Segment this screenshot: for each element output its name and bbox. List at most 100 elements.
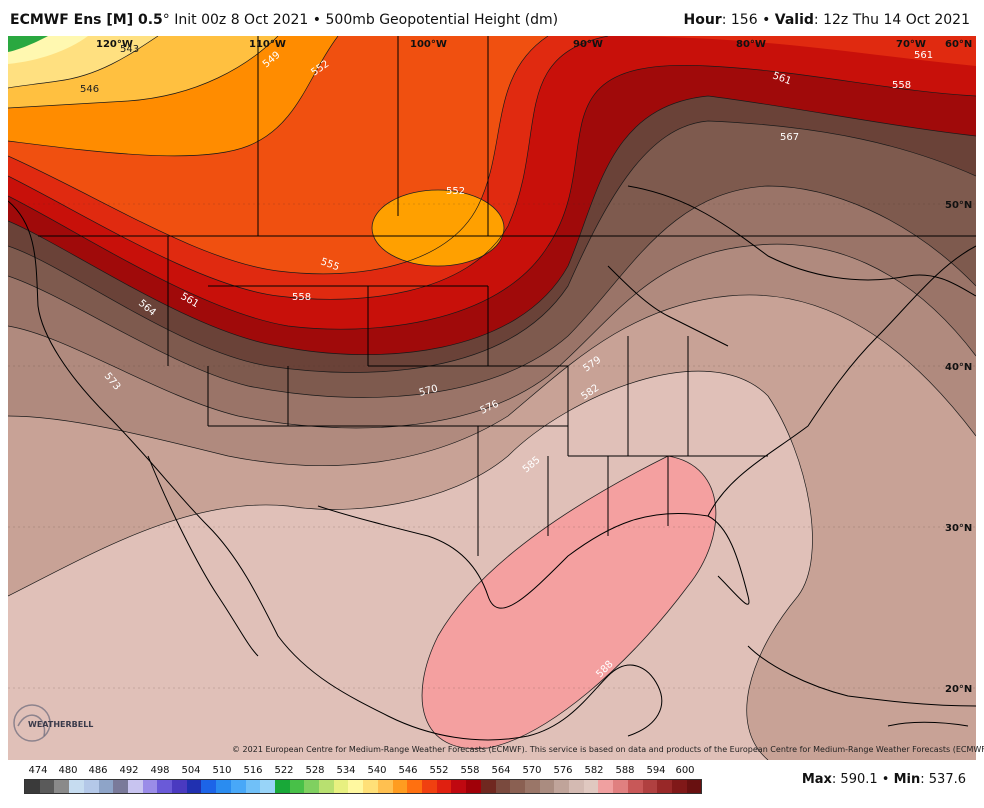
lon-label: 80°W <box>736 39 766 50</box>
copyright-notice: © 2021 European Centre for Medium-Range … <box>232 745 984 754</box>
colorbar-swatch <box>642 780 658 793</box>
colorbar-swatch <box>319 780 334 793</box>
colorbar-tick-label: 516 <box>243 765 263 776</box>
lat-label: 20°N <box>945 684 972 695</box>
colorbar-tick-label: 588 <box>615 765 635 776</box>
model-name: ECMWF Ens [M] 0.5 <box>10 12 163 28</box>
lon-label: 100°W <box>410 39 447 50</box>
colorbar-swatch <box>598 780 614 793</box>
colorbar-tick-label: 510 <box>212 765 232 776</box>
colorbar-tick-label: 570 <box>522 765 542 776</box>
colorbar-tick-label: 600 <box>675 765 695 776</box>
colorbar-swatch <box>230 780 246 793</box>
contour-lines <box>8 36 976 760</box>
colorbar-swatch <box>613 780 628 793</box>
colorbar-swatch <box>245 780 261 793</box>
colorbar-swatch <box>260 780 275 793</box>
bullet: • <box>762 12 771 28</box>
colorbar-swatch <box>186 780 202 793</box>
height-high-588 <box>421 455 717 750</box>
hour-value: : 156 <box>721 12 758 28</box>
colorbar-tick-label: 540 <box>367 765 387 776</box>
colorbar-swatch <box>201 780 217 793</box>
colorbar-swatch <box>524 780 540 793</box>
colorbar-tick-label: 552 <box>429 765 449 776</box>
colorbar-swatch <box>83 780 99 793</box>
colorbar-swatch <box>495 780 511 793</box>
bullet: • <box>312 12 322 28</box>
lon-label: 110°W <box>249 39 286 50</box>
valid-value: : 12z Thu 14 Oct 2021 <box>813 12 970 28</box>
max-label: Max <box>801 772 832 787</box>
colorbar-tick-label: 474 <box>28 765 48 776</box>
colorbar-swatch <box>657 780 672 793</box>
field-name: 500mb Geopotential Height (dm) <box>325 12 559 28</box>
colorbar-swatch <box>421 780 437 793</box>
height-band-540 <box>8 36 48 52</box>
logo-text: WEATHERBELL <box>28 720 93 729</box>
colorbar-swatch <box>157 780 173 793</box>
colorbar-tick-label: 594 <box>646 765 666 776</box>
contour-label: 558 <box>292 292 311 303</box>
colorbar-tick-label: 582 <box>584 765 604 776</box>
colorbar-tick-label: 480 <box>58 765 78 776</box>
colorbar-swatch <box>216 780 231 793</box>
colorbar-swatch <box>583 780 599 793</box>
contour-label: 567 <box>780 132 799 143</box>
contour-label: 546 <box>80 84 99 95</box>
colorbar-tick-label: 522 <box>274 765 294 776</box>
colorbar-swatch <box>348 780 364 793</box>
bullet: • <box>881 772 890 787</box>
colorbar-tick-label: 504 <box>181 765 201 776</box>
footer: 474 480 486 492 498 504 510 516 522 528 … <box>0 760 984 808</box>
colorbar-swatch <box>466 780 481 793</box>
colorbar-tick-label: 546 <box>398 765 418 776</box>
colorbar-swatch <box>54 780 70 793</box>
degree-symbol: ° <box>162 12 170 28</box>
coastlines-and-borders <box>8 36 976 741</box>
colorbar-tick-label: 498 <box>150 765 170 776</box>
lon-label: 120°W <box>96 39 133 50</box>
lat-label: 30°N <box>945 523 972 534</box>
colorbar-swatch <box>69 780 84 793</box>
colorbar-swatch <box>407 780 422 793</box>
contour-label: 552 <box>446 186 465 197</box>
lat-lon-grid <box>8 203 976 689</box>
colorbar-swatch <box>142 780 158 793</box>
colorbar-tick-label: 528 <box>305 765 325 776</box>
min-label: Min <box>893 772 921 787</box>
lat-label: 40°N <box>945 362 972 373</box>
colorbar-swatch <box>113 780 128 793</box>
colorbar-swatch <box>363 780 378 793</box>
min-value: : 537.6 <box>920 772 966 787</box>
colorbar-swatch <box>686 780 702 793</box>
min-max-stats: Max: 590.1 • Min: 537.6 <box>802 772 966 787</box>
colorbar-swatch <box>451 780 467 793</box>
contour-label: 558 <box>892 80 911 91</box>
colorbar-tick-label: 534 <box>336 765 356 776</box>
height-closed-low <box>371 189 505 267</box>
colorbar-swatch <box>304 780 320 793</box>
header: ECMWF Ens [M] 0.5° Init 00z 8 Oct 2021 •… <box>0 0 984 36</box>
colorbar-swatch <box>569 780 584 793</box>
colorbar-tick-label: 486 <box>88 765 108 776</box>
colorbar-swatch <box>274 780 290 793</box>
lon-label: 70°W <box>896 39 926 50</box>
weatherbell-logo: WEATHERBELL <box>13 704 93 742</box>
colorbar-swatch <box>39 780 55 793</box>
colorbar-tick-label: 564 <box>491 765 511 776</box>
map-title: ECMWF Ens [M] 0.5° Init 00z 8 Oct 2021 •… <box>10 12 558 28</box>
init-time: Init 00z 8 Oct 2021 <box>174 12 309 28</box>
colorbar-swatch <box>25 780 40 793</box>
lat-label: 50°N <box>945 200 972 211</box>
colorbar-swatch <box>436 780 452 793</box>
colorbar-swatch <box>480 780 496 793</box>
lon-label: 90°W <box>573 39 603 50</box>
colorbar-tick-label: 576 <box>553 765 573 776</box>
forecast-time: Hour: 156 • Valid: 12z Thu 14 Oct 2021 <box>684 12 971 28</box>
forecast-map: 120°W 110°W 100°W 90°W 80°W 70°W 60°N 50… <box>8 36 976 760</box>
colorbar-swatch <box>333 780 349 793</box>
colorbar-tick-label: 558 <box>460 765 480 776</box>
contour-label: 570 <box>418 383 439 399</box>
colorbar-tick-label: 492 <box>119 765 139 776</box>
